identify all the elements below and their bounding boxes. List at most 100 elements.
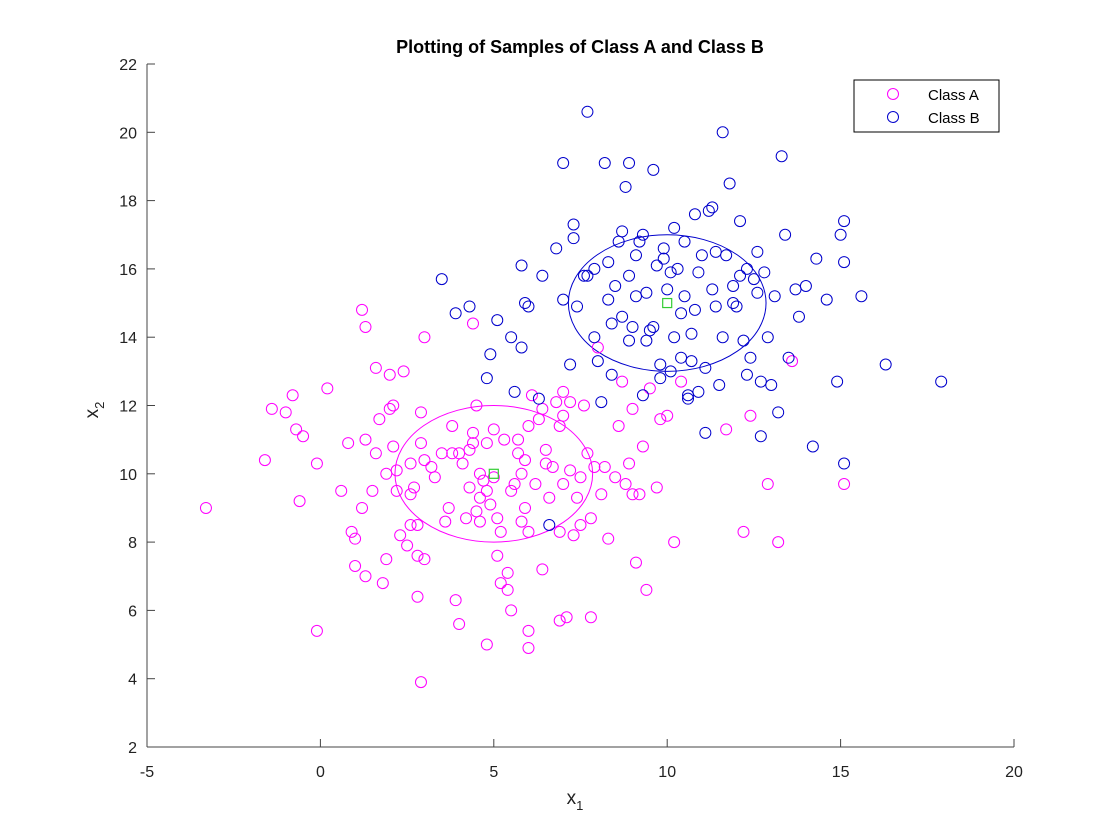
point-class-a xyxy=(404,519,417,532)
point-class-a xyxy=(636,440,649,453)
point-class-b xyxy=(557,293,570,306)
point-class-b xyxy=(629,249,642,262)
point-class-b xyxy=(480,372,493,385)
point-class-a xyxy=(366,484,379,497)
point-class-b xyxy=(633,235,646,248)
axes: -5 0 5 10 15 20 2 4 6 8 10 12 14 16 18 20 22 xyxy=(119,57,1023,781)
point-class-a xyxy=(744,409,757,422)
point-class-a xyxy=(571,491,584,504)
point-class-b xyxy=(619,180,632,193)
point-class-b xyxy=(772,406,785,419)
point-class-a xyxy=(411,519,424,532)
point-class-a xyxy=(640,583,653,596)
point-class-b xyxy=(699,426,712,439)
legend-label-class-b: Class B xyxy=(928,110,980,127)
point-class-a xyxy=(522,419,535,432)
point-class-a xyxy=(356,501,369,514)
point-class-a xyxy=(345,525,358,538)
y-tick-label: 20 xyxy=(119,125,137,142)
points-layer xyxy=(199,105,948,689)
point-class-b xyxy=(626,320,639,333)
point-class-a xyxy=(342,437,355,450)
point-class-a xyxy=(286,389,299,402)
point-class-a xyxy=(539,457,552,470)
point-class-b xyxy=(588,331,601,344)
point-class-b xyxy=(581,105,594,118)
point-class-a xyxy=(581,447,594,460)
point-class-a xyxy=(383,368,396,381)
center-layer xyxy=(488,297,673,479)
point-class-a xyxy=(491,549,504,562)
point-class-a xyxy=(359,570,372,583)
point-class-a xyxy=(512,433,525,446)
point-class-a xyxy=(359,433,372,446)
point-class-a xyxy=(290,423,303,436)
point-class-a xyxy=(442,501,455,514)
point-class-b xyxy=(678,290,691,303)
point-class-b xyxy=(598,157,611,170)
point-class-b xyxy=(751,286,764,299)
point-class-b xyxy=(727,279,740,292)
point-class-b xyxy=(605,317,618,330)
point-class-a xyxy=(310,457,323,470)
point-class-b xyxy=(720,249,733,262)
point-class-a xyxy=(557,478,570,491)
point-class-a xyxy=(654,413,667,426)
y-tick-label: 8 xyxy=(128,535,137,552)
point-class-a xyxy=(616,375,629,388)
y-tick-label: 6 xyxy=(128,603,137,620)
point-class-a xyxy=(428,471,441,484)
point-class-a xyxy=(522,641,535,654)
point-class-b xyxy=(678,235,691,248)
point-class-b xyxy=(522,300,535,313)
point-class-b xyxy=(806,440,819,453)
y-tick-label: 2 xyxy=(128,740,137,757)
point-class-a xyxy=(335,484,348,497)
point-class-a xyxy=(394,529,407,542)
y-axis-label: x2 xyxy=(82,402,107,419)
point-class-a xyxy=(414,437,427,450)
point-class-a xyxy=(588,460,601,473)
point-class-b xyxy=(595,396,608,409)
point-class-a xyxy=(397,365,410,378)
point-class-a xyxy=(546,460,559,473)
point-class-a xyxy=(414,406,427,419)
point-class-a xyxy=(508,478,521,491)
point-class-a xyxy=(425,460,438,473)
point-class-a xyxy=(456,457,469,470)
point-class-a xyxy=(414,676,427,689)
point-class-a xyxy=(480,638,493,651)
point-class-a xyxy=(369,361,382,374)
point-class-b xyxy=(571,300,584,313)
point-class-a xyxy=(661,409,674,422)
point-class-b xyxy=(706,283,719,296)
point-class-a xyxy=(505,604,518,617)
point-class-b xyxy=(699,361,712,374)
point-class-b xyxy=(623,334,636,347)
point-class-a xyxy=(418,331,431,344)
point-class-b xyxy=(855,290,868,303)
point-class-b xyxy=(661,283,674,296)
point-class-a xyxy=(380,467,393,480)
point-class-b xyxy=(505,331,518,344)
point-class-b xyxy=(935,375,948,388)
point-class-a xyxy=(466,437,479,450)
x-tick-label: 10 xyxy=(658,764,676,781)
point-class-a xyxy=(543,491,556,504)
point-class-a xyxy=(536,402,549,415)
point-class-a xyxy=(373,413,386,426)
point-class-a xyxy=(515,467,528,480)
point-class-a xyxy=(418,454,431,467)
point-class-a xyxy=(404,488,417,501)
point-class-b xyxy=(799,279,812,292)
point-class-a xyxy=(584,512,597,525)
point-class-a xyxy=(310,624,323,637)
point-class-a xyxy=(550,396,563,409)
point-class-a xyxy=(494,577,507,590)
point-class-b xyxy=(668,331,681,344)
point-class-a xyxy=(477,474,490,487)
legend-label-class-a: Class A xyxy=(928,87,979,104)
point-class-a xyxy=(595,488,608,501)
point-class-a xyxy=(553,614,566,627)
point-class-b xyxy=(564,358,577,371)
